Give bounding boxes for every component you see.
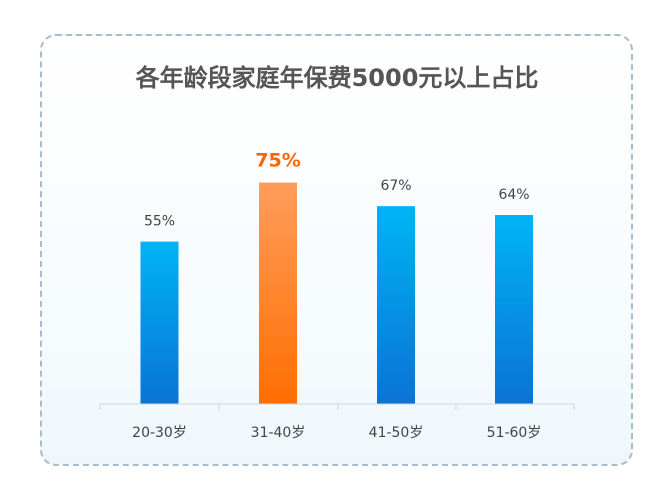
data-label-31-40岁: 75% [255, 150, 300, 172]
data-label-41-50岁: 67% [380, 178, 411, 194]
x-axis-ticks: 20-30岁 31-40岁 41-50岁 51-60岁 [99, 404, 575, 441]
bar-20-30岁 [140, 241, 179, 404]
data-label-51-60岁: 64% [498, 187, 529, 203]
bar-31-40岁 [259, 182, 297, 404]
x-tick-label-31-40岁: 31-40岁 [251, 425, 306, 441]
chart-panel [40, 34, 633, 466]
x-tick-label-51-60岁: 51-60岁 [487, 425, 542, 441]
chart-title: 各年龄段家庭年保费5000元以上占比 [135, 64, 539, 92]
x-tick-label-41-50岁: 41-50岁 [369, 425, 424, 441]
bar-41-50岁 [377, 206, 415, 404]
x-tick-label-20-30岁: 20-30岁 [132, 425, 187, 441]
data-label-20-30岁: 55% [144, 214, 175, 230]
bars-group: 55% 75% 67% 64% [140, 150, 533, 404]
bar-51-60岁 [495, 215, 533, 404]
